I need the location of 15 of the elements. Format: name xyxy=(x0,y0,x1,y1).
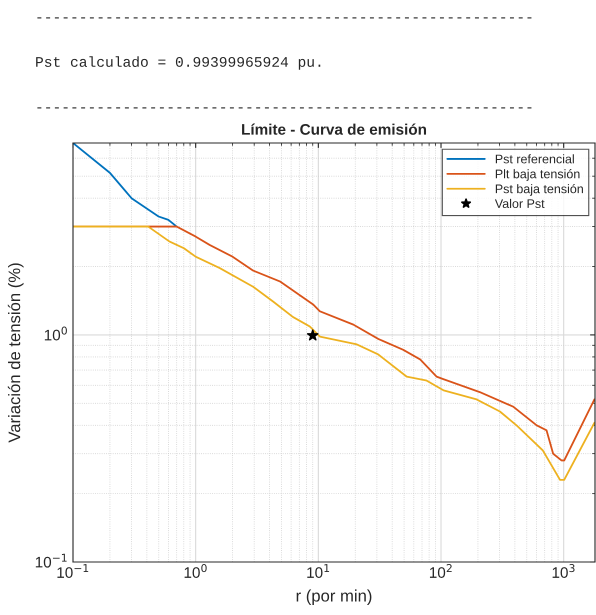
legend-label: Plt baja tensión xyxy=(496,169,580,181)
y-axis-title: Variación de tensión (%) xyxy=(8,263,24,443)
text: --------------------------------------------------------- xyxy=(37,17,532,18)
legend-label: Pst baja tensión xyxy=(496,184,583,196)
chart-title: Límite - Curva de emisión xyxy=(242,123,426,135)
legend-label: Pst referencial xyxy=(496,154,574,164)
x-tick-label: 10$^{1}$ xyxy=(307,564,330,578)
x-tick-label: 10$^{3}$ xyxy=(552,564,575,578)
x-tick-label: 10$^{0}$ xyxy=(184,564,207,578)
legend-label: Valor Pst xyxy=(494,198,545,208)
text: Pst calculado = 0.99399965924 pu. xyxy=(36,56,320,70)
x-tick-label: 10$^{2}$ xyxy=(430,564,452,578)
x-tick-label: 10$^{−1}$ xyxy=(57,564,88,578)
text: --------------------------------------------------------- xyxy=(37,107,532,108)
x-axis-title: r (por min) xyxy=(296,589,372,605)
